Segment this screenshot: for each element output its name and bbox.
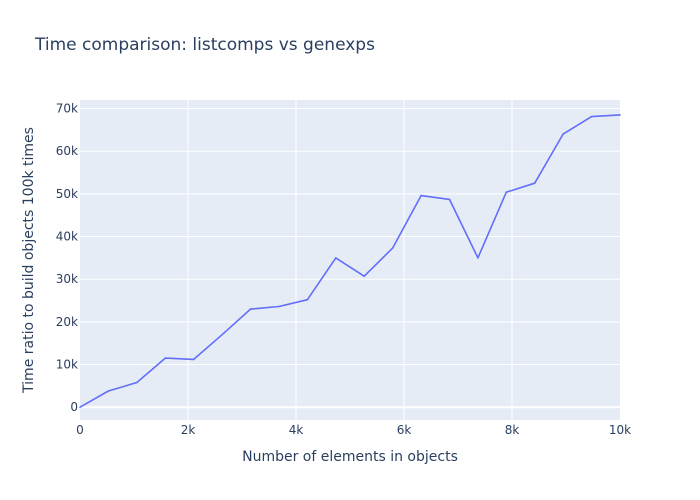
data-point: [334, 257, 337, 259]
y-axis-title: Time ratio to build objects 100k times: [21, 127, 37, 394]
data-point: [363, 275, 366, 278]
x-tick-label: 2k: [181, 423, 196, 437]
data-point: [306, 298, 309, 301]
y-tick-label: 40k: [56, 230, 78, 244]
data-point: [619, 114, 621, 116]
data-point: [249, 308, 252, 310]
y-tick-label: 50k: [56, 187, 78, 201]
data-point: [590, 115, 593, 118]
data-point: [278, 305, 280, 308]
data-point: [107, 390, 110, 392]
y-axis-ticks: 0 10k 20k 30k 40k 50k 60k 70k: [56, 102, 78, 415]
chart-title: Time comparison: listcomps vs genexps: [34, 35, 375, 55]
data-point: [562, 133, 564, 135]
x-tick-label: 10k: [609, 423, 631, 437]
series-line: [79, 114, 621, 408]
data-point: [164, 357, 167, 359]
x-tick-label: 0: [76, 423, 84, 437]
data-point: [420, 194, 422, 197]
data-point: [221, 333, 223, 336]
data-point: [79, 406, 81, 409]
x-tick-label: 4k: [289, 423, 304, 437]
data-point: [505, 191, 508, 193]
y-tick-label: 60k: [56, 144, 78, 158]
data-point: [136, 381, 138, 384]
data-point: [533, 182, 536, 184]
x-tick-label: 6k: [397, 423, 412, 437]
y-tick-label: 10k: [56, 358, 78, 372]
y-tick-label: 0: [70, 400, 78, 414]
x-axis-title: Number of elements in objects: [242, 449, 458, 465]
y-tick-label: 30k: [56, 272, 78, 286]
data-point: [192, 358, 195, 361]
data-point: [448, 198, 451, 201]
grid-lines: [80, 100, 620, 420]
data-point: [391, 247, 394, 249]
y-tick-label: 20k: [56, 315, 78, 329]
plot-area: [80, 100, 620, 420]
x-tick-label: 8k: [505, 423, 520, 437]
series-layer: [79, 114, 621, 409]
y-tick-label: 70k: [56, 102, 78, 116]
x-axis-ticks: 0 2k 4k 6k 8k 10k: [76, 423, 631, 437]
data-point: [477, 257, 479, 259]
